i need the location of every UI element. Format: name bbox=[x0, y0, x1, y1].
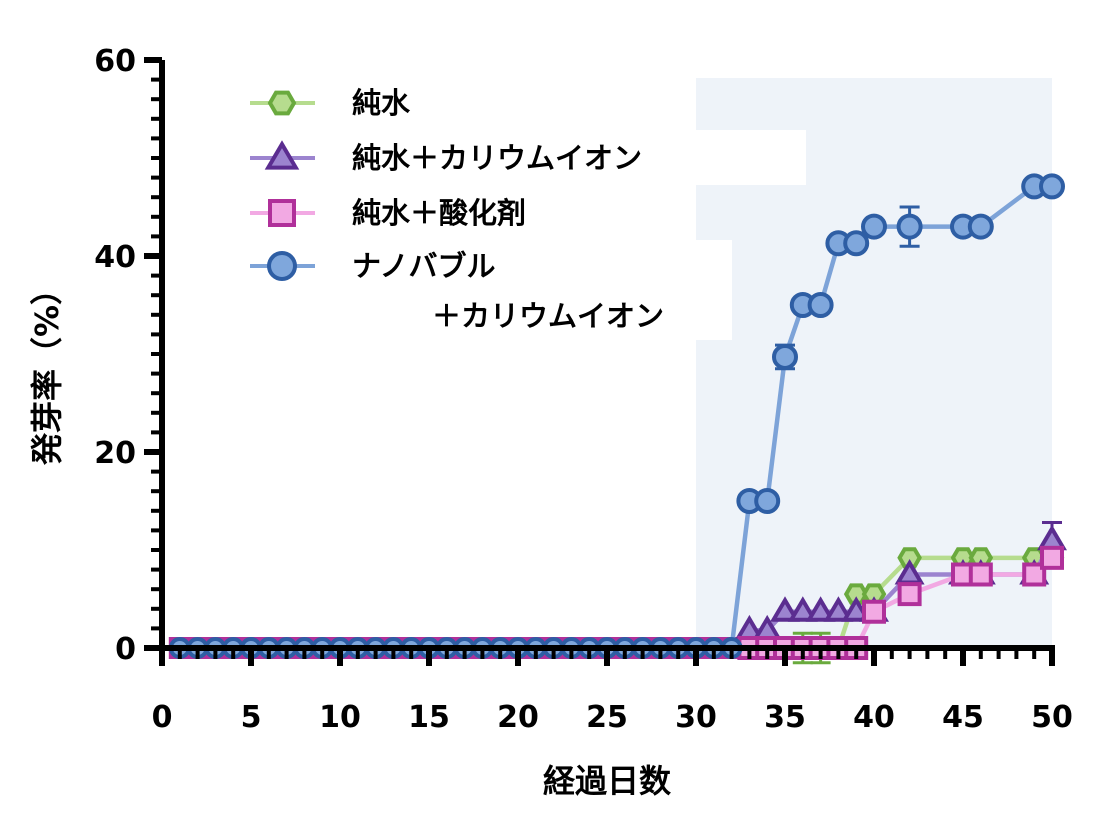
data-point bbox=[770, 596, 800, 622]
x-tick-label: 35 bbox=[764, 700, 806, 735]
x-tick-label: 25 bbox=[586, 700, 628, 735]
axes: 0 20 40 60 0 5 10 15 20 25 30 35 40 45 50 bbox=[94, 44, 1073, 735]
data-point bbox=[897, 582, 922, 607]
y-tick-label: 40 bbox=[94, 240, 136, 275]
y-tick-label: 0 bbox=[115, 632, 136, 667]
x-axis-title: 経過日数 bbox=[543, 762, 672, 800]
x-tick-label: 45 bbox=[942, 700, 984, 735]
x-tick-label: 30 bbox=[675, 700, 717, 735]
x-tick-label: 0 bbox=[152, 700, 173, 735]
data-point bbox=[841, 596, 872, 622]
data-point bbox=[1022, 562, 1047, 587]
legend-background-2 bbox=[240, 240, 732, 340]
data-point bbox=[1040, 545, 1064, 570]
legend-label: 純水＋酸化剤 bbox=[352, 196, 526, 230]
x-tick-label: 15 bbox=[408, 700, 450, 735]
data-point bbox=[968, 562, 993, 587]
y-tick-label: 60 bbox=[94, 44, 136, 79]
data-point bbox=[772, 343, 798, 370]
data-point bbox=[862, 599, 886, 624]
legend-label: 純水 bbox=[352, 86, 411, 120]
x-tick-label: 10 bbox=[319, 700, 361, 735]
data-point bbox=[787, 596, 818, 622]
data-point bbox=[896, 213, 923, 240]
y-tick-label: 20 bbox=[94, 436, 136, 471]
data-point bbox=[1039, 173, 1065, 200]
data-point bbox=[843, 583, 869, 605]
data-point bbox=[267, 90, 297, 116]
x-tick-label: 50 bbox=[1031, 700, 1073, 735]
data-point bbox=[843, 230, 870, 257]
legend-label: ナノバブル bbox=[352, 249, 496, 283]
data-point bbox=[268, 199, 296, 227]
data-point bbox=[267, 251, 297, 281]
x-tick-label: 40 bbox=[853, 700, 895, 735]
series-3 bbox=[729, 173, 1065, 649]
legend-label: ＋カリウムイオン bbox=[432, 299, 664, 333]
legend-label: 純水＋カリウムイオン bbox=[352, 141, 642, 175]
data-point bbox=[967, 213, 994, 240]
data-point bbox=[823, 596, 854, 622]
data-point bbox=[807, 292, 834, 318]
data-point bbox=[805, 596, 836, 622]
x-tick-label: 20 bbox=[497, 700, 539, 735]
data-point bbox=[897, 547, 922, 569]
data-point bbox=[754, 488, 781, 514]
y-axis-title: 発芽率（%） bbox=[28, 273, 66, 466]
x-tick-label: 5 bbox=[241, 700, 262, 735]
data-point bbox=[861, 213, 887, 240]
legend-background bbox=[240, 130, 806, 185]
data-point bbox=[264, 140, 300, 170]
